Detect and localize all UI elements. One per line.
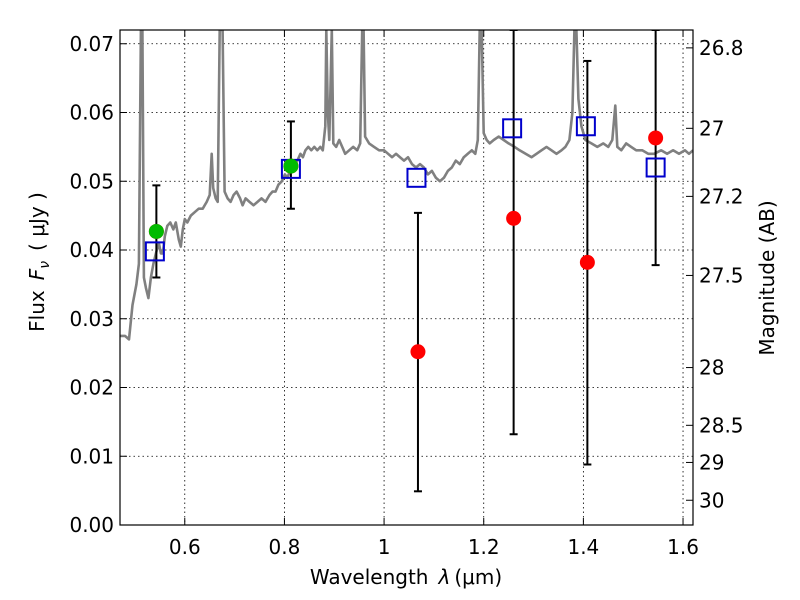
y-tick-label: 0.00: [69, 513, 114, 537]
y2-tick-label: 26.8: [699, 36, 744, 60]
y2-tick-label: 27.2: [699, 184, 744, 208]
observed-flux-marker: [506, 210, 522, 226]
plot-background: [120, 30, 693, 525]
observed-flux-marker: [410, 344, 426, 360]
y-tick-label: 0.04: [69, 238, 114, 262]
y-tick-label: 0.07: [69, 32, 114, 56]
observed-flux-marker: [283, 158, 299, 174]
y2-tick-label: 28: [699, 356, 724, 380]
y2-tick-label: 27.5: [699, 263, 744, 287]
y-tick-label: 0.01: [69, 444, 114, 468]
x-tick-label: 0.6: [169, 535, 201, 559]
x-tick-label: 1.6: [667, 535, 699, 559]
x-tick-label: 0.8: [269, 535, 301, 559]
y-axis-label: FluxFν( μJy ): [25, 192, 53, 332]
x-tick-label: 1: [378, 535, 391, 559]
y-tick-label: 0.06: [69, 101, 114, 125]
model-band-marker: [406, 167, 427, 188]
plot-frame: [119, 29, 694, 526]
model-spectrum-layer: [120, 30, 693, 341]
x-tick-label: 1.2: [468, 535, 500, 559]
x-axis: 0.6 0.8 1 1.2 1.4 1.6: [169, 30, 699, 559]
observed-flux-marker: [648, 130, 664, 146]
y2-tick-label: 30: [699, 488, 724, 512]
y2-axis-label: Magnitude (AB): [755, 200, 779, 355]
model-band-marker: [645, 157, 666, 178]
marker-layer: [144, 116, 666, 360]
observed-flux-marker: [579, 254, 595, 270]
model-band-marker: [502, 118, 523, 139]
x-axis-label: Wavelength λ (μm): [310, 565, 502, 589]
x-tick-label: 1.4: [567, 535, 599, 559]
model-band-marker: [575, 116, 596, 137]
model-spectrum-line: [120, 30, 693, 341]
y-tick-label: 0.02: [69, 376, 114, 400]
y2-tick-label: 27: [699, 116, 724, 140]
model-band-marker: [144, 241, 165, 262]
y-axis-left: 0.00 0.01 0.02 0.03 0.04 0.05 0.06 0.07: [69, 32, 127, 537]
y-tick-label: 0.03: [69, 307, 114, 331]
y2-tick-label: 28.5: [699, 413, 744, 437]
y-tick-label: 0.05: [69, 169, 114, 193]
y2-tick-label: 29: [699, 450, 724, 474]
observed-flux-marker: [148, 223, 164, 239]
y-axis-right: 26.8 27 27.2 27.5 28 28.5 29 30: [686, 36, 744, 512]
